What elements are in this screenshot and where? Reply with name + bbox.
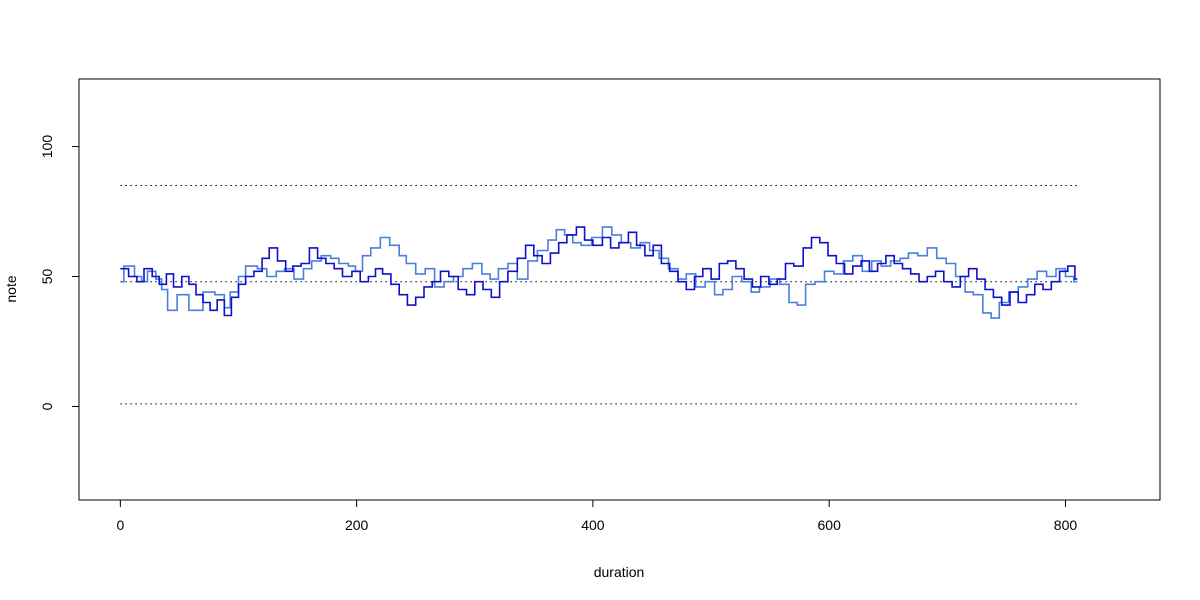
x-tick-label: 400: [581, 517, 605, 533]
x-tick-label: 0: [116, 517, 124, 533]
y-tick-label: 0: [39, 402, 55, 410]
y-axis-title: note: [3, 275, 19, 302]
plot-frame: [78, 78, 1161, 501]
y-tick-label: 100: [39, 135, 55, 159]
y-axis: 0 50 100: [39, 135, 80, 410]
series-line-0: [120, 226, 1078, 319]
x-tick-label: 600: [818, 517, 842, 533]
series-line-1: [120, 226, 1078, 317]
reference-lines: [120, 185, 1078, 405]
x-axis-title: duration: [594, 564, 645, 580]
x-tick-label: 200: [345, 517, 369, 533]
y-tick-label: 50: [39, 269, 55, 285]
series-layer: [120, 226, 1078, 319]
x-tick-label: 800: [1054, 517, 1078, 533]
x-axis: 0 200 400 600 800: [116, 499, 1078, 533]
